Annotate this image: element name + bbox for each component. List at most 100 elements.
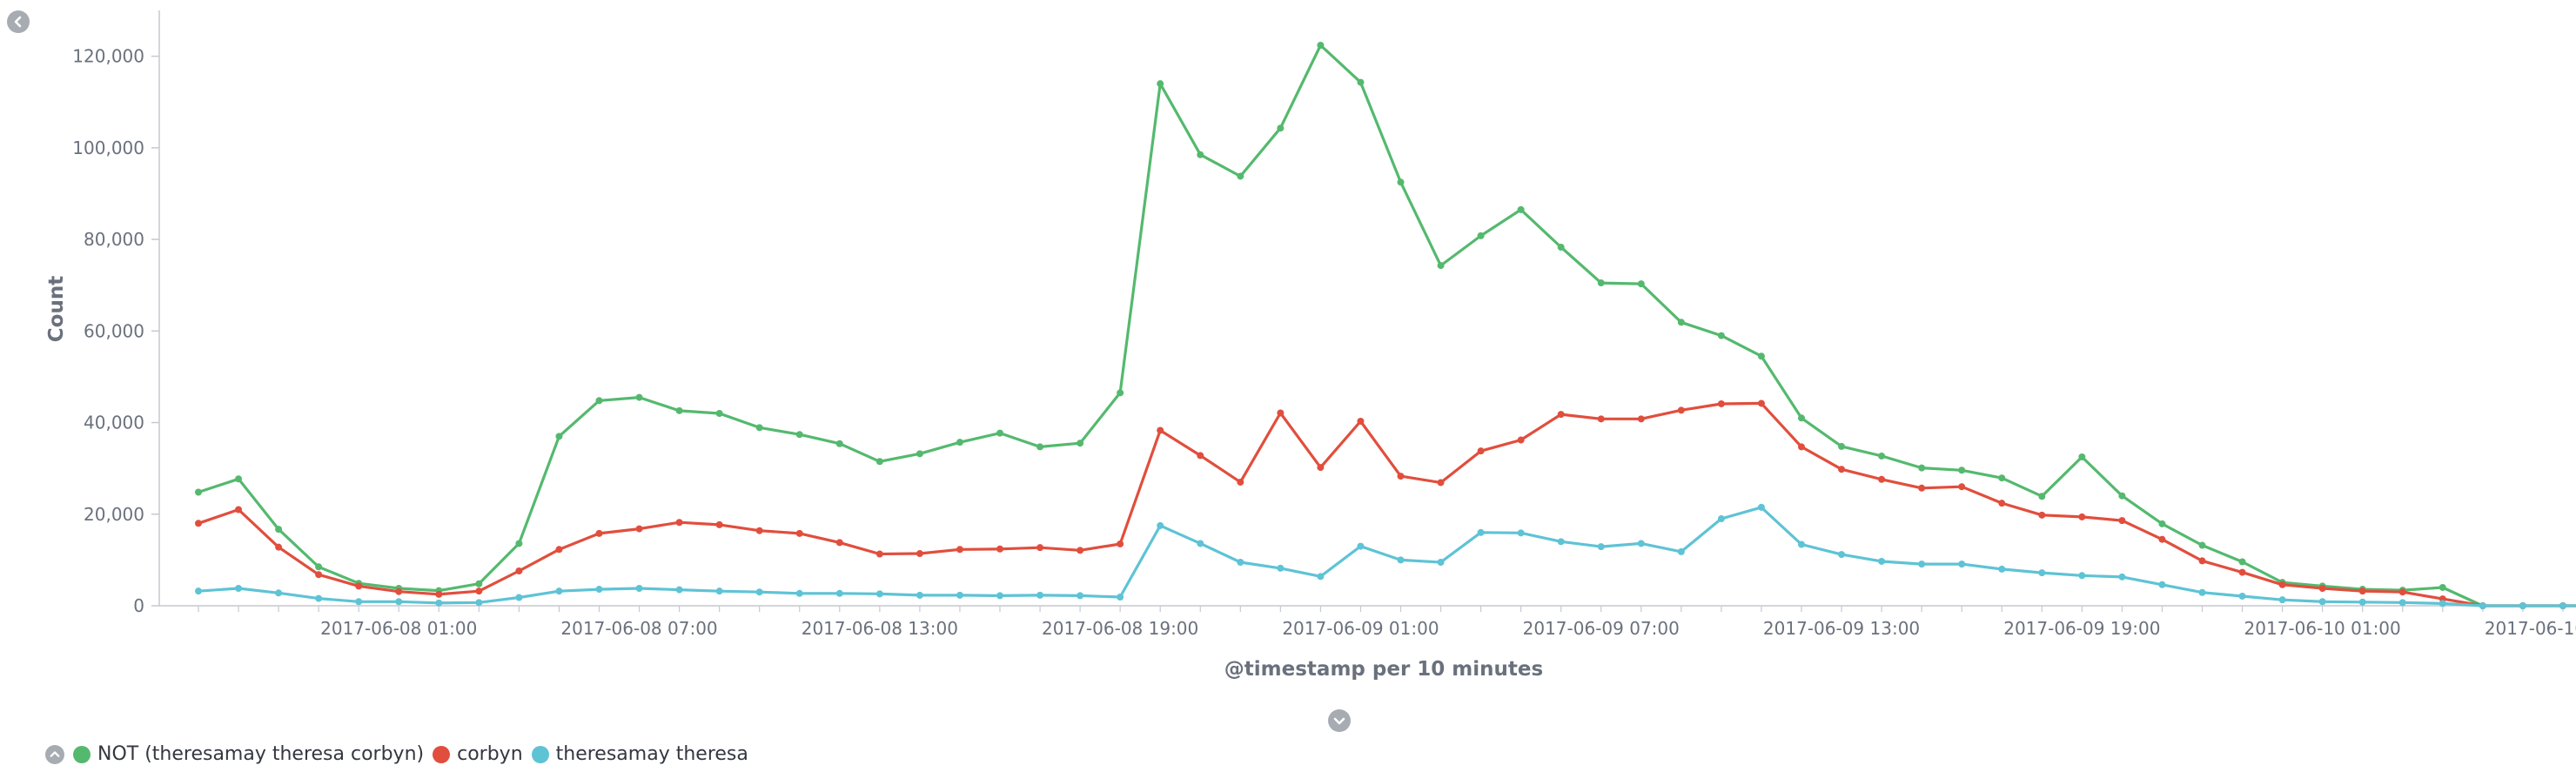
data-point[interactable] — [195, 587, 202, 595]
data-point[interactable] — [1998, 500, 2006, 507]
data-point[interactable] — [635, 393, 643, 401]
data-point[interactable] — [275, 589, 283, 597]
data-point[interactable] — [2198, 588, 2206, 596]
data-point[interactable] — [795, 589, 803, 597]
data-point[interactable] — [395, 598, 403, 606]
data-point[interactable] — [875, 590, 883, 598]
data-point[interactable] — [395, 587, 403, 595]
data-point[interactable] — [1437, 262, 1445, 270]
data-point[interactable] — [2238, 558, 2246, 566]
data-point[interactable] — [1677, 547, 1685, 555]
data-point[interactable] — [515, 567, 523, 575]
data-point[interactable] — [1277, 564, 1285, 572]
data-point[interactable] — [2118, 492, 2126, 500]
data-point[interactable] — [1477, 528, 1485, 536]
data-point[interactable] — [916, 591, 923, 599]
data-point[interactable] — [1838, 551, 1846, 559]
data-point[interactable] — [1677, 319, 1685, 326]
data-point[interactable] — [315, 571, 323, 579]
data-point[interactable] — [2198, 541, 2206, 549]
data-point[interactable] — [1357, 78, 1365, 86]
data-point[interactable] — [1717, 399, 1725, 407]
data-point[interactable] — [1517, 436, 1525, 444]
data-point[interactable] — [1998, 565, 2006, 573]
data-point[interactable] — [1036, 591, 1044, 599]
data-point[interactable] — [755, 527, 763, 534]
data-point[interactable] — [2438, 600, 2446, 608]
data-point[interactable] — [1757, 352, 1765, 360]
data-point[interactable] — [235, 585, 243, 593]
data-point[interactable] — [1838, 466, 1846, 473]
data-point[interactable] — [475, 599, 483, 607]
data-point[interactable] — [1197, 452, 1204, 460]
data-point[interactable] — [795, 529, 803, 537]
data-point[interactable] — [2358, 598, 2366, 606]
data-point[interactable] — [1237, 172, 1244, 180]
data-point[interactable] — [2479, 602, 2486, 609]
data-point[interactable] — [1197, 540, 1204, 547]
data-point[interactable] — [555, 546, 563, 554]
data-point[interactable] — [275, 543, 283, 551]
data-point[interactable] — [1918, 484, 1926, 492]
data-point[interactable] — [835, 539, 843, 547]
data-point[interactable] — [996, 592, 1003, 600]
data-point[interactable] — [996, 545, 1003, 553]
data-point[interactable] — [715, 410, 723, 418]
data-point[interactable] — [2158, 535, 2166, 543]
data-point[interactable] — [2078, 572, 2086, 580]
data-point[interactable] — [715, 587, 723, 595]
data-point[interactable] — [956, 591, 963, 599]
data-point[interactable] — [675, 586, 683, 594]
data-point[interactable] — [1317, 464, 1325, 472]
data-point[interactable] — [435, 599, 443, 607]
data-point[interactable] — [2398, 599, 2406, 607]
data-point[interactable] — [2238, 592, 2246, 600]
data-point[interactable] — [235, 475, 243, 483]
data-point[interactable] — [1958, 467, 1966, 474]
data-point[interactable] — [1517, 529, 1525, 537]
data-point[interactable] — [1437, 479, 1445, 487]
data-point[interactable] — [916, 550, 923, 558]
data-point[interactable] — [2358, 587, 2366, 595]
data-point[interactable] — [2078, 513, 2086, 520]
data-point[interactable] — [1757, 503, 1765, 511]
data-point[interactable] — [2078, 453, 2086, 460]
data-point[interactable] — [1157, 80, 1164, 88]
data-point[interactable] — [1397, 473, 1405, 480]
data-point[interactable] — [1397, 556, 1405, 564]
data-point[interactable] — [1317, 573, 1325, 581]
collapse-sidebar-button[interactable] — [7, 10, 30, 33]
data-point[interactable] — [875, 550, 883, 558]
data-point[interactable] — [2318, 598, 2326, 606]
data-point[interactable] — [1077, 592, 1084, 600]
data-point[interactable] — [1117, 594, 1124, 601]
data-point[interactable] — [1998, 474, 2006, 482]
data-point[interactable] — [755, 588, 763, 596]
data-point[interactable] — [1477, 447, 1485, 455]
data-point[interactable] — [956, 439, 963, 446]
data-point[interactable] — [2238, 568, 2246, 576]
data-point[interactable] — [1036, 544, 1044, 552]
data-point[interactable] — [355, 582, 363, 590]
data-point[interactable] — [555, 587, 563, 595]
data-point[interactable] — [635, 585, 643, 593]
data-point[interactable] — [2158, 581, 2166, 588]
data-point[interactable] — [875, 458, 883, 466]
data-point[interactable] — [2318, 585, 2326, 593]
data-point[interactable] — [1637, 415, 1645, 423]
data-point[interactable] — [755, 424, 763, 432]
data-point[interactable] — [475, 587, 483, 595]
data-point[interactable] — [2038, 511, 2046, 519]
data-point[interactable] — [956, 546, 963, 554]
data-point[interactable] — [2038, 493, 2046, 500]
data-point[interactable] — [595, 529, 603, 537]
data-point[interactable] — [1918, 464, 1926, 472]
data-point[interactable] — [795, 431, 803, 439]
data-point[interactable] — [2519, 602, 2526, 609]
data-point[interactable] — [1878, 452, 1886, 460]
data-point[interactable] — [835, 589, 843, 597]
data-point[interactable] — [2438, 583, 2446, 591]
data-point[interactable] — [1357, 542, 1365, 550]
data-point[interactable] — [635, 525, 643, 533]
toggle-details-button[interactable] — [1328, 709, 1351, 732]
